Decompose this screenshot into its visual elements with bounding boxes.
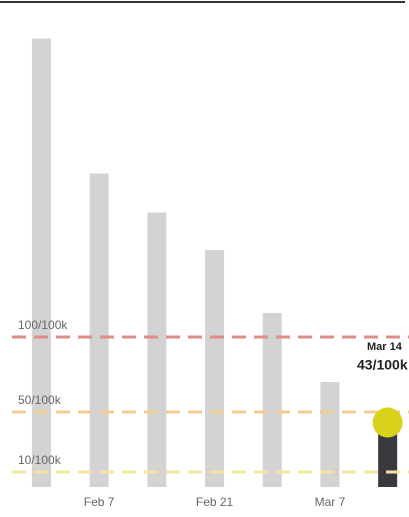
bar <box>262 313 282 487</box>
x-tick-label: Feb 7 <box>84 495 115 509</box>
bar <box>320 382 340 487</box>
reference-label: 50/100k <box>18 393 62 407</box>
reference-label: 10/100k <box>18 453 62 467</box>
x-tick-label: Mar 7 <box>315 495 346 509</box>
bar <box>89 173 109 487</box>
annotation-value: 43/100k <box>357 357 408 373</box>
bar <box>147 212 167 487</box>
highlight-dot <box>372 407 403 438</box>
bar <box>205 250 225 487</box>
bar <box>31 38 51 487</box>
annotation-date: Mar 14 <box>367 341 403 353</box>
reference-label: 100/100k <box>18 318 68 332</box>
x-tick-label: Feb 21 <box>196 495 234 509</box>
